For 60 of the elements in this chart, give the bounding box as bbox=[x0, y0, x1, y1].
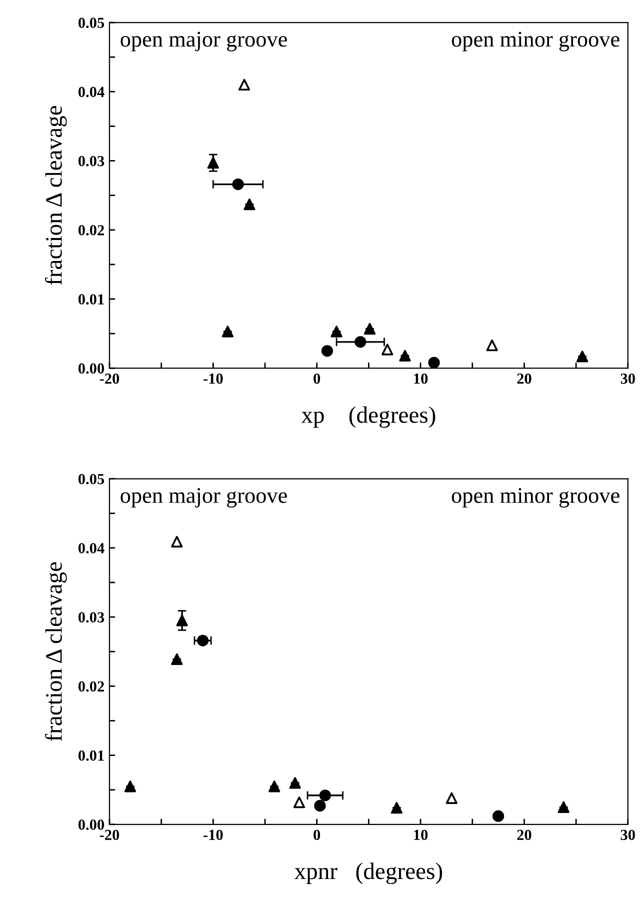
x-axis-title: xpnr (degrees) bbox=[294, 862, 442, 884]
point bbox=[382, 344, 394, 356]
point bbox=[124, 780, 136, 792]
x-tick-label: -20 bbox=[100, 373, 120, 384]
point bbox=[330, 326, 342, 338]
point bbox=[314, 800, 326, 812]
point bbox=[428, 356, 440, 368]
y-tick-label: 0.00 bbox=[78, 820, 104, 830]
x-tick-label: 0 bbox=[314, 830, 320, 840]
y-tick-label: 0.04 bbox=[78, 543, 104, 554]
point bbox=[244, 198, 256, 210]
point bbox=[207, 157, 219, 169]
y-tick-label: 0.02 bbox=[78, 225, 104, 236]
point bbox=[321, 345, 334, 357]
point bbox=[171, 536, 183, 548]
annotation: open minor groove bbox=[452, 32, 620, 52]
x-tick-label: -20 bbox=[100, 830, 120, 840]
point bbox=[196, 634, 209, 646]
point bbox=[486, 340, 498, 352]
y-tick-label: 0.01 bbox=[78, 294, 104, 305]
point bbox=[399, 350, 411, 362]
y-axis-title: fraction Δ cleavage bbox=[45, 106, 67, 285]
point bbox=[354, 336, 366, 348]
x-tick-label: -10 bbox=[204, 830, 223, 840]
x-tick-label: 30 bbox=[620, 373, 635, 384]
x-axis-title: xp (degrees) bbox=[301, 406, 436, 428]
x-tick-label: 0 bbox=[314, 373, 320, 384]
point bbox=[446, 792, 458, 804]
x-tick-label: 10 bbox=[414, 373, 428, 384]
point bbox=[232, 178, 244, 190]
point bbox=[176, 614, 188, 626]
point bbox=[364, 322, 376, 335]
point bbox=[558, 801, 570, 813]
point bbox=[222, 326, 234, 338]
point bbox=[289, 777, 301, 789]
annotation: open minor groove bbox=[452, 488, 620, 508]
annotation: open major groove bbox=[120, 32, 287, 52]
point bbox=[171, 653, 183, 666]
x-tick-label: -10 bbox=[204, 373, 223, 384]
y-tick-label: 0.01 bbox=[78, 750, 104, 761]
point bbox=[238, 78, 250, 91]
y-tick-label: 0.00 bbox=[78, 363, 104, 374]
x-tick-label: 20 bbox=[517, 373, 532, 384]
annotation: open major groove bbox=[120, 488, 287, 508]
y-tick-label: 0.04 bbox=[78, 86, 104, 98]
point bbox=[319, 790, 331, 802]
point bbox=[268, 780, 280, 792]
x-tick-label: 30 bbox=[620, 830, 635, 840]
x-tick-label: 10 bbox=[414, 830, 428, 840]
y-axis-title: fraction Δ cleavage bbox=[45, 562, 67, 742]
point bbox=[390, 802, 402, 814]
y-tick-label: 0.03 bbox=[78, 612, 104, 623]
y-tick-label: 0.05 bbox=[78, 18, 104, 28]
x-tick-label: 20 bbox=[517, 830, 532, 840]
y-tick-label: 0.02 bbox=[78, 681, 104, 692]
point bbox=[576, 350, 588, 362]
y-tick-label: 0.05 bbox=[78, 474, 104, 484]
point bbox=[293, 796, 306, 808]
y-tick-label: 0.03 bbox=[78, 156, 104, 166]
point bbox=[492, 810, 504, 822]
